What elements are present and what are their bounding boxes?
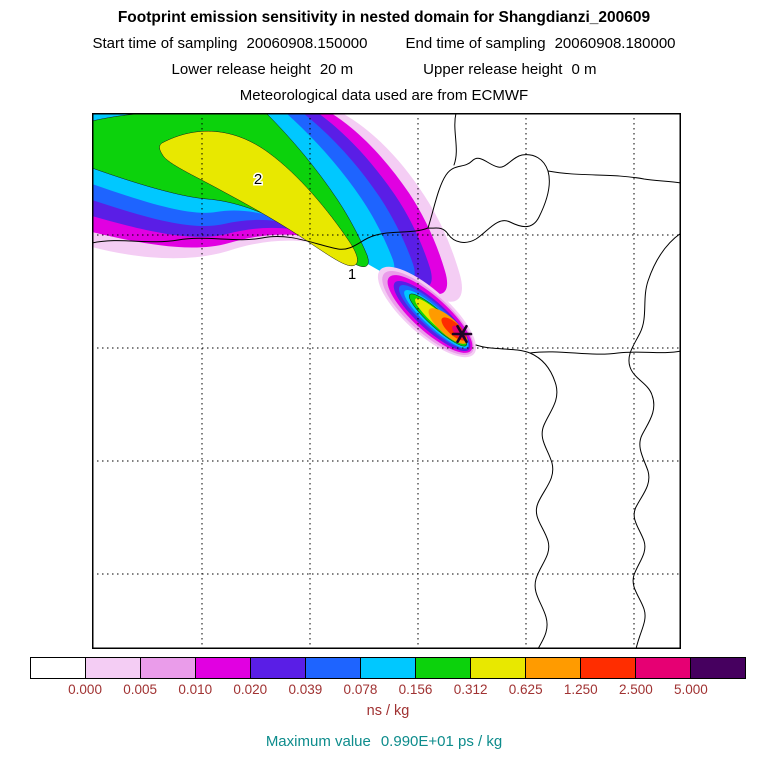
- colorbar-tick-0.312: 0.312: [453, 682, 488, 697]
- coastlines: [92, 113, 681, 649]
- map-plot-svg: 2 1: [92, 113, 681, 649]
- map-frame: [92, 113, 681, 649]
- sampling-end-label: End time of sampling: [405, 35, 546, 52]
- maximum-value-line: Maximum value 0.990E+01 ps / kg: [0, 733, 768, 750]
- coast-peninsula-loop: [427, 154, 550, 243]
- sampling-end-value: 20060908.180000: [554, 35, 676, 52]
- colorbar-cell-6: [360, 658, 415, 678]
- maximum-value-label: Maximum value: [265, 733, 371, 750]
- border-from-top-edge: [453, 113, 457, 166]
- contour-label-1: 1: [348, 266, 356, 283]
- release-heights-line: Lower release height 20 m Upper release he…: [0, 57, 768, 83]
- colorbar-tick-0.039: 0.039: [288, 682, 323, 697]
- colorbar-cell-12: [690, 658, 745, 678]
- colorbar-cell-3: [195, 658, 250, 678]
- sampling-start-value: 20060908.150000: [246, 35, 368, 52]
- border-east-branch: [529, 350, 681, 355]
- colorbar-tick-0.625: 0.625: [508, 682, 543, 697]
- colorbar-cell-8: [470, 658, 525, 678]
- map-plot-area: 2 1: [92, 113, 681, 649]
- colorbar-tick-0.156: 0.156: [398, 682, 433, 697]
- colorbar-wrap: 0.000 0.005 0.010 0.020 0.039 0.078 0.156 0.312…: [30, 657, 746, 719]
- latlon-grid: [92, 113, 681, 649]
- maximum-value: 0.990E+01 ps / kg: [380, 733, 503, 750]
- colorbar-cell-10: [580, 658, 635, 678]
- lower-release-value: 20 m: [319, 61, 354, 78]
- colorbar-tick-0.078: 0.078: [343, 682, 378, 697]
- upper-release-value: 0 m: [571, 61, 597, 78]
- plume-contours: [92, 113, 477, 358]
- coast-bohai-east: [475, 344, 558, 649]
- colorbar-tick-0.000: 0.000: [68, 682, 102, 697]
- lower-release-label: Lower release height: [171, 61, 311, 78]
- upper-release-label: Upper release height: [423, 61, 563, 78]
- colorbar-tick-5.000: 5.000: [674, 682, 708, 697]
- plume-contour-yellow-core: [159, 130, 358, 267]
- colorbar-cell-4: [250, 658, 305, 678]
- colorbar-cell-11: [635, 658, 690, 678]
- colorbar-tick-1.250: 1.250: [563, 682, 598, 697]
- colorbar-tick-0.005: 0.005: [123, 682, 158, 697]
- colorbar: [30, 657, 746, 679]
- receptor-star-icon: [451, 324, 473, 344]
- colorbar-cell-9: [525, 658, 580, 678]
- coast-far-right: [628, 232, 681, 649]
- colorbar-cell-7: [415, 658, 470, 678]
- colorbar-cell-0: [31, 658, 85, 678]
- colorbar-ticks: 0.000 0.005 0.010 0.020 0.039 0.078 0.156 0.312…: [30, 682, 746, 699]
- colorbar-tick-0.020: 0.020: [233, 682, 268, 697]
- colorbar-cell-2: [140, 658, 195, 678]
- colorbar-tick-2.500: 2.500: [618, 682, 653, 697]
- figure-header: Footprint emission sensitivity in nested…: [0, 5, 768, 109]
- sampling-start-label: Start time of sampling: [92, 35, 238, 52]
- sampling-times-line: Start time of sampling 20060908.150000 End…: [0, 31, 768, 57]
- contour-label-2: 2: [254, 171, 262, 188]
- border-northern: [92, 227, 429, 250]
- meteorology-line: Meteorological data used are from ECMWF: [239, 87, 529, 104]
- border-upper-right: [547, 170, 681, 184]
- colorbar-tick-0.010: 0.010: [178, 682, 213, 697]
- colorbar-units: ns / kg: [366, 703, 410, 719]
- colorbar-cell-1: [85, 658, 140, 678]
- figure-title: Footprint emission sensitivity in nested…: [117, 9, 651, 26]
- colorbar-cell-5: [305, 658, 360, 678]
